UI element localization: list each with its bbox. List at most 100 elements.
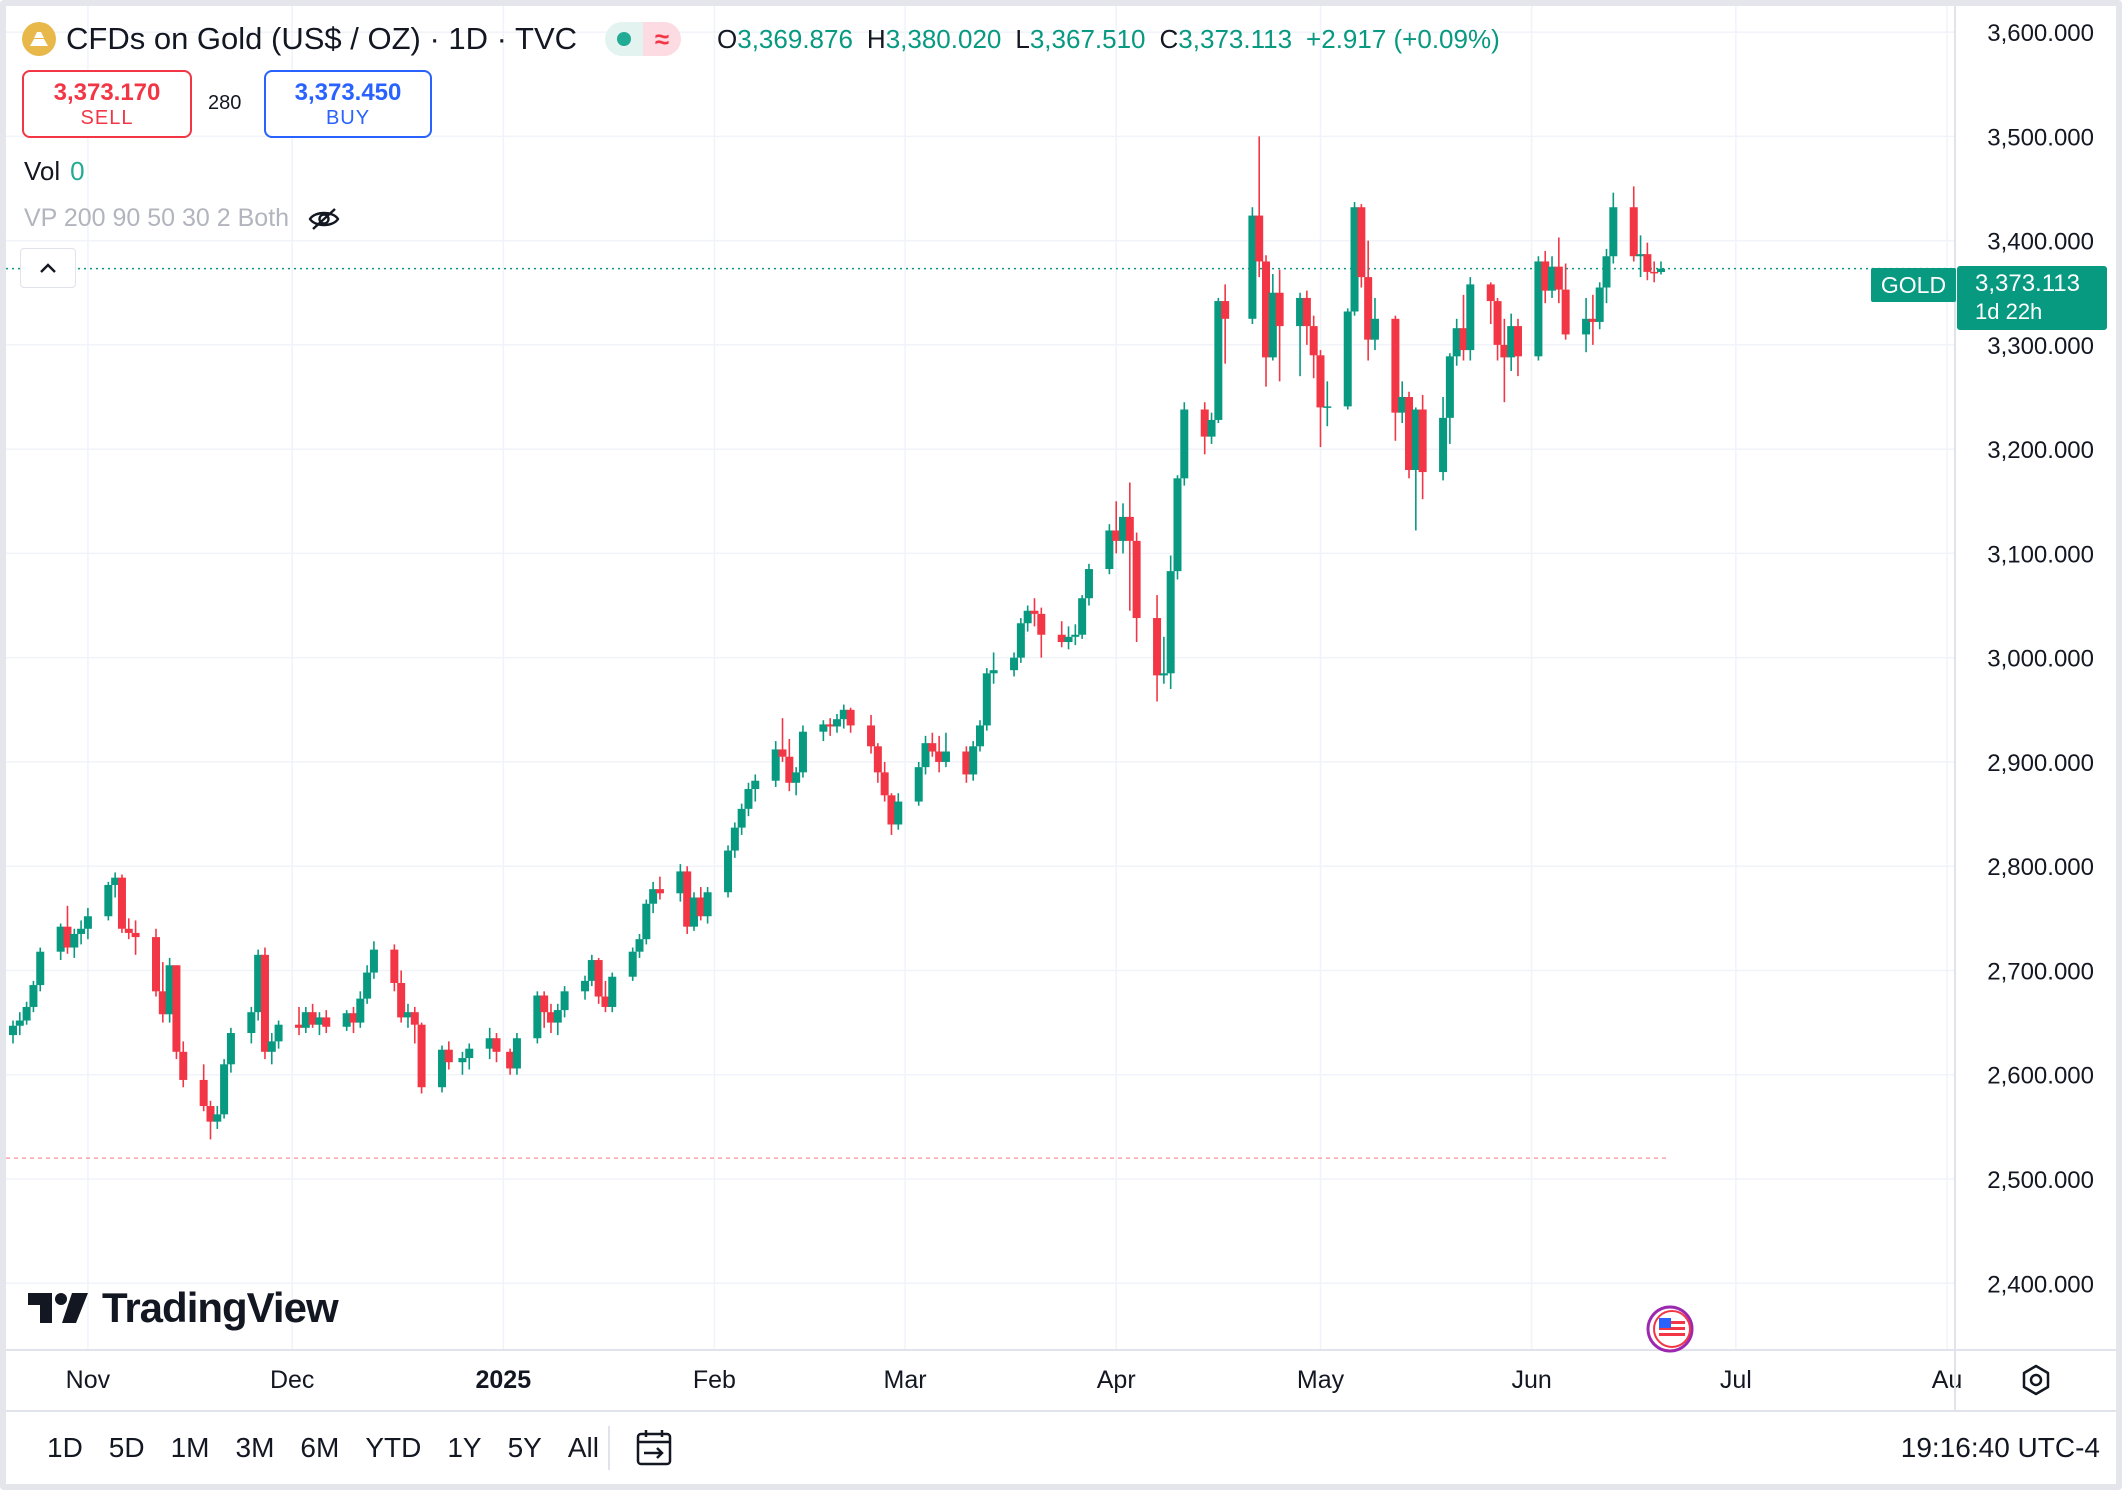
candle-body-up [832, 719, 841, 727]
candle-body-down [1554, 266, 1563, 290]
candle-body-up [1071, 634, 1080, 637]
buy-price: 3,373.450 [294, 79, 402, 106]
candle-body-up [1411, 409, 1420, 470]
collapse-legend-button[interactable] [20, 248, 76, 288]
buy-button[interactable]: 3,373.450 BUY [264, 70, 432, 138]
candle-body-up [553, 1010, 562, 1023]
buy-label: BUY [325, 107, 371, 129]
sell-price: 3,373.170 [53, 79, 161, 106]
x-tick-label: Dec [270, 1366, 314, 1394]
candle-body-down [172, 965, 181, 1052]
x-tick-label: May [1297, 1366, 1345, 1394]
sell-button[interactable]: 3,373.170 SELL [22, 70, 192, 138]
candle-body-down [594, 960, 603, 997]
y-tick-label: 3,000.000 [1987, 646, 2094, 673]
candle-body-up [689, 897, 698, 927]
candle-body-up [1214, 301, 1223, 420]
candle-body-up [165, 965, 174, 1015]
y-tick-label: 3,100.000 [1987, 541, 2094, 568]
candle-body-down [887, 795, 896, 825]
market-open-icon [605, 22, 644, 56]
candle-body-up [581, 980, 590, 992]
candle-body-down [1302, 297, 1311, 327]
candle-body-down [1643, 254, 1652, 272]
candle-body-up [247, 1012, 256, 1034]
candle-body-up [485, 1038, 494, 1049]
low-label: L [1015, 23, 1030, 54]
candle-body-up [730, 827, 739, 851]
candle-body-up [751, 780, 760, 790]
candle-body-down [158, 991, 167, 1015]
last-price-value: 3,373.113 [1975, 270, 2080, 297]
candle-body-down [696, 897, 705, 917]
candle-body-down [1200, 409, 1209, 437]
range-ytd-button[interactable]: YTD [365, 1432, 422, 1463]
candle-body-down [1132, 540, 1141, 619]
range-all-button[interactable]: All [567, 1432, 599, 1463]
us-flag-economic-event-icon[interactable] [1645, 1304, 1695, 1354]
candle-body-up [1466, 284, 1475, 351]
candle-body-down [846, 709, 855, 726]
gold-symbol-icon[interactable] [22, 22, 56, 56]
candle-body-up [213, 1114, 222, 1122]
chart-settings-icon[interactable] [2018, 1362, 2054, 1398]
time-range-selector: 1D 5D 1M 3M 6M YTD 1Y 5Y All [34, 1428, 612, 1468]
range-6m-button[interactable]: 6M [300, 1432, 340, 1463]
candle-body-up [771, 749, 780, 781]
tradingview-logo-icon [28, 1293, 88, 1323]
range-1y-button[interactable]: 1Y [447, 1432, 482, 1463]
candle-body-up [1016, 623, 1025, 658]
tradingview-logo[interactable]: TradingView [28, 1284, 339, 1332]
candle-body-up [1445, 356, 1454, 418]
range-5y-button[interactable]: 5Y [507, 1432, 542, 1463]
candle-body-down [546, 1012, 555, 1023]
hidden-eye-icon[interactable] [307, 207, 341, 231]
candle-body-down [880, 772, 889, 796]
candle-body-up [1609, 207, 1618, 257]
candle-body-down [1629, 207, 1638, 257]
x-tick-label: Nov [66, 1366, 111, 1394]
candle-body-down [1513, 326, 1522, 357]
spread-value: 280 [208, 92, 242, 114]
candle-body-up [1268, 292, 1277, 358]
timezone-clock[interactable]: 19:16:40 UTC-4 [1900, 1432, 2100, 1463]
candle-body-down [349, 1013, 358, 1023]
y-tick-label: 3,500.000 [1987, 124, 2094, 151]
candle-body-up [533, 995, 542, 1039]
x-tick-label: Mar [884, 1366, 927, 1394]
symbol-price-label: GOLD [1871, 268, 1956, 302]
candle-body-up [1119, 516, 1128, 541]
candle-body-up [254, 954, 263, 1013]
chevron-up-icon [40, 263, 56, 273]
candle-body-down [199, 1079, 208, 1107]
candle-body-down [683, 871, 692, 927]
y-tick-label: 3,400.000 [1987, 229, 2094, 256]
market-status-pill[interactable]: ≈ [605, 22, 682, 56]
candle-body-up [1636, 254, 1645, 257]
calendar-date-range-icon[interactable] [632, 1426, 676, 1470]
range-1d-button[interactable]: 1D [47, 1432, 83, 1463]
volume-profile-legend[interactable]: VP 200 90 50 30 2 Both [24, 204, 341, 233]
candle-body-down [1153, 618, 1162, 676]
change-value: +2.917 (+0.09%) [1306, 23, 1500, 54]
candle-body-down [935, 751, 944, 762]
range-1m-button[interactable]: 1M [170, 1432, 210, 1463]
candle-body-down [397, 982, 406, 1018]
candlestick-chart[interactable]: 3,600.000 3,500.000 3,400.000 3,300.000 3,20… [0, 0, 2122, 1410]
candle-body-down [322, 1017, 331, 1027]
y-tick-label: 2,600.000 [1987, 1063, 2094, 1090]
candle-body-up [403, 1012, 412, 1018]
x-tick-label: 2025 [475, 1366, 531, 1394]
candle-body-up [1323, 406, 1332, 408]
close-value: 3,373.113 [1178, 23, 1293, 54]
candle-body-up [1207, 419, 1216, 437]
symbol-title[interactable]: CFDs on Gold (US$ / OZ) · 1D · TVC [66, 21, 578, 56]
range-3m-button[interactable]: 3M [235, 1432, 275, 1463]
range-5d-button[interactable]: 5D [108, 1432, 145, 1463]
x-tick-label: Feb [693, 1366, 736, 1394]
candle-body-up [1023, 610, 1032, 624]
volume-legend[interactable]: Vol 0 [24, 156, 85, 187]
y-tick-label: 2,900.000 [1987, 750, 2094, 777]
candle-body-up [982, 673, 991, 726]
candle-body-down [1255, 215, 1264, 262]
